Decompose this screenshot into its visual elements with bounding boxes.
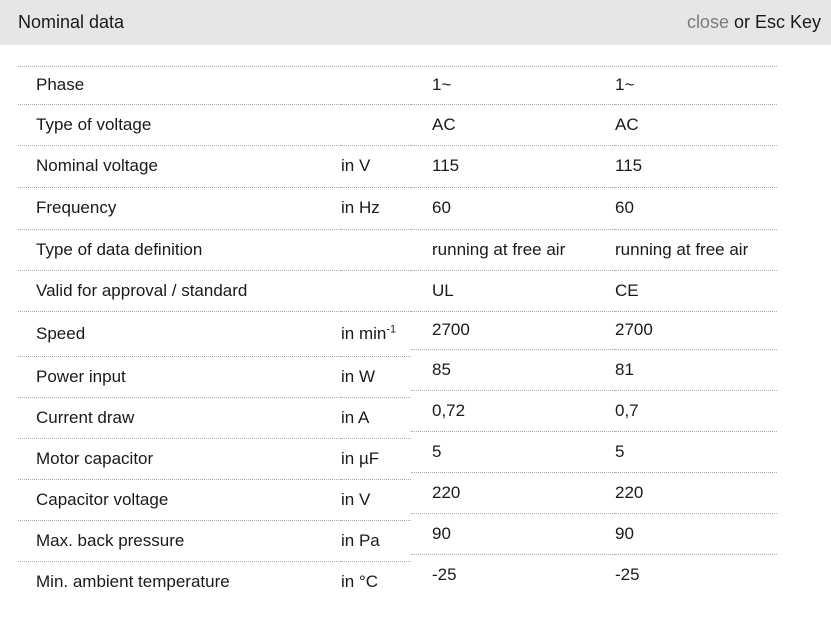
table-row: Type of voltage (18, 104, 411, 146)
row-label: Valid for approval / standard (18, 270, 341, 312)
table-row: Min. ambient temperature in °C (18, 561, 411, 602)
row-label: Min. ambient temperature (36, 571, 230, 591)
table-row-values: 115 115 (411, 145, 777, 188)
table-row-values: 60 60 (411, 187, 777, 230)
row-value-2: 2700 (615, 311, 777, 350)
table-row-values: AC AC (411, 104, 777, 146)
table-row: Nominal voltage in V (18, 145, 411, 188)
table-row-values: 85 81 (411, 349, 777, 391)
row-unit (341, 67, 411, 105)
row-value-1: 1~ (411, 67, 615, 105)
table-row-values: 0,72 0,7 (411, 390, 777, 432)
row-unit: in µF (341, 438, 411, 480)
row-value-2: running at free air (615, 229, 777, 271)
row-unit: in V (341, 145, 411, 188)
row-value-1: 2700 (411, 311, 615, 350)
row-value-1: 85 (411, 349, 615, 391)
row-value-2: 5 (615, 431, 777, 473)
row-value-2: 81 (615, 349, 777, 391)
row-value-2: 0,7 (615, 390, 777, 432)
table-row-values: 1~ 1~ (411, 67, 777, 105)
row-unit: in °C (341, 571, 379, 591)
row-label: Type of data definition (18, 229, 341, 271)
row-value-2: 90 (615, 513, 777, 555)
row-value-2: AC (615, 104, 777, 146)
row-value-2: 60 (615, 187, 777, 230)
table-row: Power input in W (18, 356, 411, 398)
row-unit: in min-1 (341, 311, 411, 357)
close-button[interactable]: close (686, 12, 729, 32)
row-value-1: -25 (432, 564, 457, 584)
table-row-values: -25 -25 (411, 554, 777, 595)
row-label: Power input (18, 356, 341, 398)
table-row: Capacitor voltage in V (18, 479, 411, 521)
table-row: Frequency in Hz (18, 187, 411, 230)
row-unit (341, 270, 411, 312)
esc-key-hint: or Esc Key (728, 12, 821, 32)
table-row: Current draw in A (18, 397, 411, 439)
table-row: Max. back pressure in Pa (18, 520, 411, 562)
row-unit (341, 229, 411, 271)
values-subtable: 1~ 1~ AC AC 115 115 60 60 running at free air run… (411, 67, 777, 595)
page-title: Nominal data (18, 12, 125, 32)
row-value-1: 220 (411, 472, 615, 514)
row-label: Current draw (18, 397, 341, 439)
row-label: Max. back pressure (18, 520, 341, 562)
row-value-1: AC (411, 104, 615, 146)
row-value-1: 5 (411, 431, 615, 473)
table-row: Phase (18, 67, 411, 105)
row-value-2: 220 (615, 472, 777, 514)
table-row-values: running at free air running at free air (411, 229, 777, 271)
modal-header: Nominal data close or Esc Key (0, 0, 831, 45)
close-area: close or Esc Key (687, 12, 821, 33)
row-label: Type of voltage (18, 104, 341, 146)
row-value-1: 60 (411, 187, 615, 230)
table-row-values: UL CE (411, 270, 777, 312)
unit-superscript: -1 (386, 322, 397, 335)
row-label: Speed (18, 311, 341, 357)
table-row: Speed in min-1 (18, 311, 411, 357)
row-unit: in W (341, 356, 411, 398)
row-value-1: running at free air (411, 229, 615, 271)
row-value-2: -25 (615, 564, 640, 584)
row-unit (341, 104, 411, 146)
row-label: Nominal voltage (18, 145, 341, 188)
row-value-1: 90 (411, 513, 615, 555)
row-value-1: UL (411, 270, 615, 312)
table-row-values: 2700 2700 (411, 311, 777, 350)
table-row: Valid for approval / standard (18, 270, 411, 312)
row-value-2: CE (615, 270, 777, 312)
row-value-2: 115 (615, 145, 777, 188)
table-row: Type of data definition (18, 229, 411, 271)
row-unit: in Pa (341, 520, 411, 562)
row-value-2: 1~ (615, 67, 777, 105)
row-label: Phase (18, 67, 341, 105)
row-label: Motor capacitor (18, 438, 341, 480)
table-row-values: 90 90 (411, 513, 777, 555)
row-label: Frequency (18, 187, 341, 230)
table-row-values: 220 220 (411, 472, 777, 514)
table-row: Motor capacitor in µF (18, 438, 411, 480)
row-unit: in Hz (341, 187, 411, 230)
row-unit: in V (341, 479, 411, 521)
row-value-1: 115 (411, 145, 615, 188)
row-unit: in A (341, 397, 411, 439)
row-value-1: 0,72 (411, 390, 615, 432)
row-label: Capacitor voltage (18, 479, 341, 521)
